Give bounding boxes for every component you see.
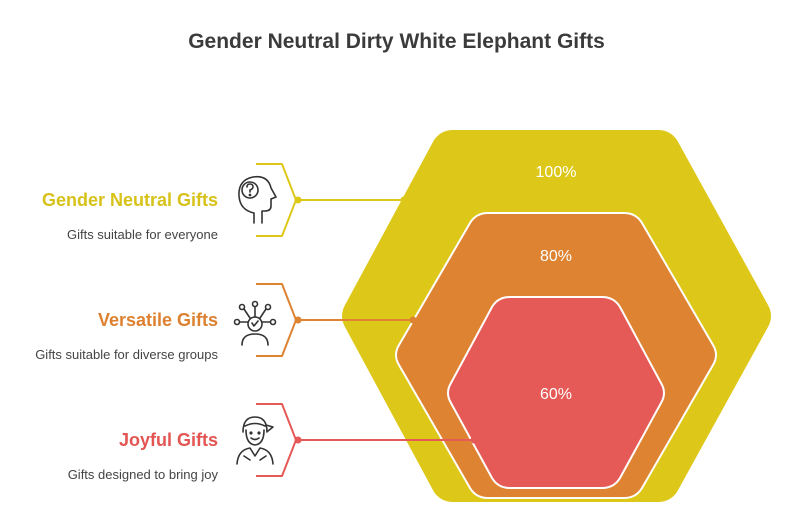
- person-network-icon: [233, 300, 277, 346]
- bracket-versatile: [256, 283, 297, 357]
- connector-end-gender-neutral: [400, 196, 408, 204]
- label-joyful-gifts: Joyful Gifts: [118, 430, 218, 450]
- desc-gender-neutral-gifts: Gifts suitable for everyone: [66, 227, 218, 242]
- label-versatile-gifts: Versatile Gifts: [97, 310, 218, 330]
- connector-end-versatile: [409, 316, 417, 324]
- person-smiling-icon: [236, 416, 274, 465]
- percent-inner: 60%: [540, 386, 572, 403]
- connector-end-joyful: [470, 436, 478, 444]
- desc-versatile-gifts: Gifts suitable for diverse groups: [35, 347, 218, 362]
- head-question-icon: [238, 175, 277, 224]
- hexagon-inner: [447, 296, 665, 489]
- bracket-joyful: [256, 403, 297, 477]
- desc-joyful-gifts: Gifts designed to bring joy: [67, 467, 218, 482]
- bracket-gender-neutral: [256, 163, 297, 237]
- label-gender-neutral-gifts: Gender Neutral Gifts: [41, 190, 218, 210]
- diagram-title: Gender Neutral Dirty White Elephant Gift…: [188, 30, 605, 53]
- percent-outer: 100%: [536, 164, 577, 181]
- percent-middle: 80%: [540, 248, 572, 265]
